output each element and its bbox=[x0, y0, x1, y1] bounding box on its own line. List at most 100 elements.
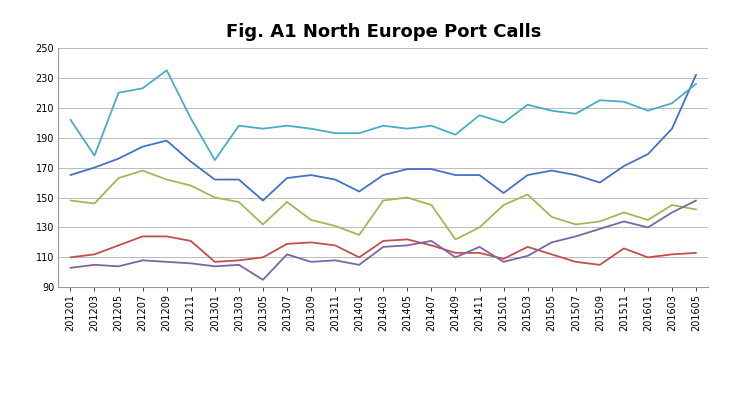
Line: Bremerhaven: Bremerhaven bbox=[70, 236, 696, 265]
Hamburg bbox=[186, 183, 195, 188]
Le Havre bbox=[475, 245, 484, 249]
Le Havre bbox=[66, 265, 74, 270]
Antwerp bbox=[427, 167, 436, 172]
Le Havre bbox=[427, 239, 436, 243]
Antwerp bbox=[475, 173, 484, 178]
Le Havre bbox=[114, 264, 123, 269]
Hamburg bbox=[379, 198, 388, 203]
Hamburg bbox=[692, 207, 701, 212]
Bremerhaven bbox=[355, 255, 364, 260]
Hamburg bbox=[644, 217, 653, 222]
Bremerhaven bbox=[90, 252, 99, 257]
Line: Antwerp: Antwerp bbox=[70, 75, 696, 201]
Hamburg bbox=[331, 223, 339, 228]
Le Havre bbox=[138, 258, 147, 263]
Le Havre bbox=[331, 258, 339, 263]
Antwerp bbox=[234, 177, 243, 182]
Bremerhaven bbox=[210, 259, 219, 264]
Le Havre bbox=[162, 259, 171, 264]
Rotterdam bbox=[66, 117, 74, 122]
Antwerp bbox=[572, 173, 580, 178]
Bremerhaven bbox=[572, 259, 580, 264]
Hamburg bbox=[283, 200, 291, 204]
Bremerhaven bbox=[162, 234, 171, 239]
Bremerhaven bbox=[66, 255, 74, 260]
Le Havre bbox=[90, 263, 99, 267]
Le Havre bbox=[355, 263, 364, 267]
Hamburg bbox=[114, 176, 123, 180]
Hamburg bbox=[523, 192, 532, 197]
Rotterdam bbox=[331, 131, 339, 136]
Rotterdam bbox=[283, 123, 291, 128]
Le Havre bbox=[258, 277, 267, 282]
Le Havre bbox=[186, 261, 195, 266]
Hamburg bbox=[66, 198, 74, 203]
Bremerhaven bbox=[234, 258, 243, 263]
Line: Le Havre: Le Havre bbox=[70, 201, 696, 280]
Rotterdam bbox=[692, 81, 701, 86]
Rotterdam bbox=[162, 68, 171, 73]
Rotterdam bbox=[258, 126, 267, 131]
Bremerhaven bbox=[668, 252, 677, 257]
Le Havre bbox=[692, 198, 701, 203]
Hamburg bbox=[668, 203, 677, 207]
Antwerp bbox=[258, 198, 267, 203]
Antwerp bbox=[162, 138, 171, 143]
Bremerhaven bbox=[114, 243, 123, 248]
Antwerp bbox=[66, 173, 74, 178]
Bremerhaven bbox=[379, 239, 388, 243]
Antwerp bbox=[210, 177, 219, 182]
Hamburg bbox=[475, 225, 484, 230]
Le Havre bbox=[234, 263, 243, 267]
Le Havre bbox=[668, 210, 677, 215]
Rotterdam bbox=[475, 113, 484, 118]
Hamburg bbox=[403, 195, 412, 200]
Le Havre bbox=[379, 245, 388, 249]
Antwerp bbox=[138, 144, 147, 149]
Antwerp bbox=[114, 156, 123, 161]
Rotterdam bbox=[403, 126, 412, 131]
Bremerhaven bbox=[499, 257, 508, 261]
Bremerhaven bbox=[331, 243, 339, 248]
Rotterdam bbox=[596, 98, 604, 103]
Hamburg bbox=[210, 195, 219, 200]
Line: Hamburg: Hamburg bbox=[70, 171, 696, 239]
Hamburg bbox=[620, 210, 629, 215]
Antwerp bbox=[692, 73, 701, 77]
Antwerp bbox=[644, 152, 653, 156]
Bremerhaven bbox=[138, 234, 147, 239]
Rotterdam bbox=[499, 120, 508, 125]
Title: Fig. A1 North Europe Port Calls: Fig. A1 North Europe Port Calls bbox=[226, 23, 541, 41]
Bremerhaven bbox=[692, 251, 701, 255]
Rotterdam bbox=[572, 111, 580, 116]
Bremerhaven bbox=[451, 251, 460, 255]
Antwerp bbox=[403, 167, 412, 172]
Line: Rotterdam: Rotterdam bbox=[70, 70, 696, 160]
Antwerp bbox=[331, 177, 339, 182]
Le Havre bbox=[499, 259, 508, 264]
Bremerhaven bbox=[523, 245, 532, 249]
Hamburg bbox=[162, 177, 171, 182]
Rotterdam bbox=[379, 123, 388, 128]
Antwerp bbox=[283, 176, 291, 180]
Rotterdam bbox=[644, 109, 653, 113]
Bremerhaven bbox=[258, 255, 267, 260]
Hamburg bbox=[355, 233, 364, 237]
Antwerp bbox=[620, 164, 629, 168]
Rotterdam bbox=[620, 99, 629, 104]
Antwerp bbox=[90, 165, 99, 170]
Hamburg bbox=[138, 168, 147, 173]
Rotterdam bbox=[186, 116, 195, 120]
Bremerhaven bbox=[475, 251, 484, 255]
Hamburg bbox=[572, 222, 580, 227]
Hamburg bbox=[499, 203, 508, 207]
Antwerp bbox=[499, 191, 508, 196]
Antwerp bbox=[355, 189, 364, 194]
Bremerhaven bbox=[548, 252, 556, 257]
Antwerp bbox=[379, 173, 388, 178]
Le Havre bbox=[210, 264, 219, 269]
Hamburg bbox=[258, 222, 267, 227]
Le Havre bbox=[644, 225, 653, 230]
Antwerp bbox=[596, 180, 604, 185]
Rotterdam bbox=[451, 132, 460, 137]
